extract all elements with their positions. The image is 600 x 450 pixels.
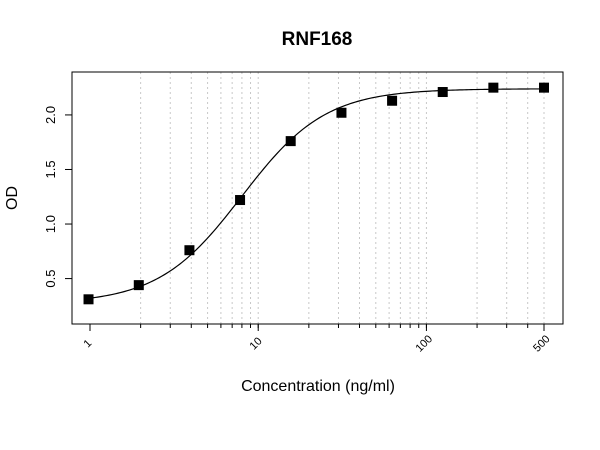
y-tick-label: 2.0 bbox=[43, 106, 58, 124]
x-tick-label: 10 bbox=[248, 335, 265, 352]
data-point bbox=[336, 107, 347, 118]
x-axis-label: Concentration (ng/ml) bbox=[241, 378, 395, 395]
y-axis-label: OD bbox=[4, 186, 21, 210]
data-point bbox=[285, 136, 296, 147]
y-tick-label: 1.5 bbox=[43, 160, 58, 178]
data-point bbox=[133, 280, 144, 291]
data-point bbox=[488, 82, 499, 93]
data-point bbox=[235, 195, 246, 206]
data-points-layer bbox=[83, 82, 549, 305]
fit-curve-layer bbox=[88, 88, 545, 299]
data-point bbox=[539, 82, 549, 93]
y-axis: 0.5 1.0 1.5 2.0 bbox=[43, 106, 72, 288]
x-tick-label: 1 bbox=[81, 337, 94, 350]
x-tick-label: 500 bbox=[531, 333, 552, 354]
data-point bbox=[437, 87, 448, 98]
chart-title: RNF168 bbox=[282, 29, 353, 50]
y-tick-label: 1.0 bbox=[43, 215, 58, 233]
data-point bbox=[387, 95, 398, 106]
fit-curve bbox=[88, 88, 545, 299]
data-point bbox=[83, 294, 94, 305]
data-point bbox=[184, 245, 195, 256]
x-axis: 1 10 100 500 bbox=[81, 324, 553, 355]
x-tick-label: 100 bbox=[414, 333, 435, 354]
plot-frame bbox=[71, 71, 564, 325]
y-tick-label: 0.5 bbox=[43, 270, 58, 288]
